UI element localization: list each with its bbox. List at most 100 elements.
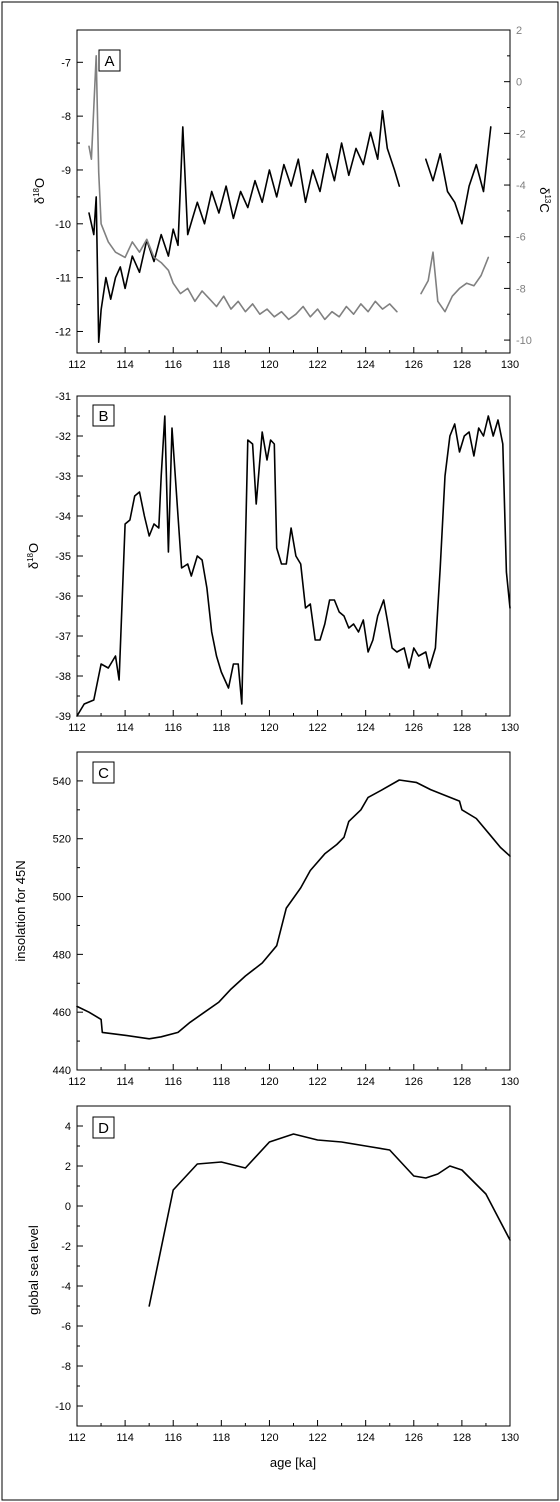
x-tick-label: 124 (356, 722, 374, 734)
x-tick-label: 118 (213, 1432, 231, 1444)
panel-c-letter: C (98, 765, 109, 782)
panel-b-letter: B (98, 408, 108, 425)
y-tick-label: -8 (61, 111, 71, 123)
panel-a-letter: A (104, 53, 114, 70)
panel-a-ylabel-right: δ13C (537, 187, 552, 213)
x-tick-label: 126 (405, 722, 423, 734)
x-tick-label: 116 (164, 359, 182, 371)
panel-a-series-1 (88, 110, 492, 343)
x-tick-label: 122 (308, 1432, 326, 1444)
x-tick-label: 112 (68, 722, 86, 734)
panel-a-letter-box (98, 49, 121, 72)
y-tick-label: -7 (61, 57, 71, 69)
x-tick-label: 112 (68, 359, 86, 371)
x-tick-label: 124 (356, 359, 374, 371)
x-tick-label: 120 (260, 1076, 278, 1088)
x-tick-label: 126 (405, 1432, 423, 1444)
y-tick-label: 2 (65, 1161, 71, 1173)
x-tick-label: 126 (405, 359, 423, 371)
x-tick-label: 112 (68, 1076, 86, 1088)
y-right-tick-label: -4 (516, 180, 526, 192)
y-tick-label: -37 (55, 631, 71, 643)
x-tick-label: 124 (356, 1432, 374, 1444)
y-tick-label: 520 (53, 834, 71, 846)
panel-c-x-axis: 112 114 116 118 120 122 124 126 128 130 (68, 1064, 519, 1088)
x-tick-label: 128 (453, 359, 471, 371)
x-tick-label: 122 (308, 1076, 326, 1088)
y-tick-label: -38 (55, 671, 71, 683)
y-tick-label: -2 (61, 1241, 71, 1253)
x-tick-label: 122 (308, 359, 326, 371)
y-tick-label: 460 (53, 1007, 71, 1019)
panel-a-series-group (88, 55, 492, 343)
y-tick-label: 500 (53, 892, 71, 904)
panel-d-frame (76, 1105, 511, 1427)
y-right-tick-label: -2 (516, 128, 526, 140)
x-tick-label: 130 (501, 1432, 519, 1444)
panel-c-letter-box (92, 761, 115, 784)
panel-d-xlabel: age [ka] (270, 1455, 316, 1470)
x-tick-label: 114 (116, 722, 134, 734)
x-tick-label: 116 (164, 1076, 182, 1088)
x-tick-label: 130 (501, 359, 519, 371)
x-tick-label: 118 (213, 1076, 231, 1088)
x-tick-label: 114 (116, 1432, 134, 1444)
x-tick-label: 120 (260, 722, 278, 734)
panel-b-series-group (76, 415, 511, 717)
x-tick-label: 120 (260, 359, 278, 371)
y-tick-label: -11 (56, 273, 71, 285)
panel-c-frame (76, 751, 511, 1071)
panel-b-letter-box (92, 404, 115, 427)
panel-a-y-axis-right: -10 -8 -6 -4 -2 0 2 (504, 25, 532, 347)
y-tick-label: -33 (55, 471, 71, 483)
x-tick-label: 128 (453, 722, 471, 734)
y-tick-label: -10 (55, 1401, 71, 1413)
y-tick-label: -4 (61, 1281, 71, 1293)
y-right-tick-label: 2 (516, 25, 522, 37)
x-tick-label: 130 (501, 722, 519, 734)
panel-c-series-group (76, 779, 511, 1040)
panel-b-series-1 (76, 415, 511, 717)
y-tick-label: -32 (55, 431, 71, 443)
x-tick-label: 116 (164, 722, 182, 734)
y-tick-label: 4 (65, 1121, 71, 1133)
panel-c-y-axis: 440 460 480 500 520 540 (53, 776, 83, 1077)
x-tick-label: 118 (213, 722, 231, 734)
y-tick-label: -39 (55, 711, 71, 723)
panel-b: B 112 114 116 118 120 122 124 126 128 130 -39 -38 -… (26, 391, 519, 734)
y-right-tick-label: -6 (516, 232, 526, 244)
panel-d-letter-box (92, 1116, 115, 1139)
y-tick-label: 540 (53, 776, 71, 788)
y-tick-label: -34 (55, 511, 71, 523)
x-tick-label: 126 (405, 1076, 423, 1088)
panel-a: A 112 114 116 118 120 122 124 126 128 130 -12 -11 -… (32, 25, 552, 371)
panel-d-letter: D (98, 1120, 109, 1137)
y-tick-label: -12 (55, 326, 71, 338)
x-tick-label: 120 (260, 1432, 278, 1444)
x-tick-label: 112 (68, 1432, 86, 1444)
y-tick-label: -36 (55, 591, 71, 603)
panel-d-y-axis: -10 -8 -6 -4 -2 0 2 4 (55, 1121, 83, 1413)
x-tick-label: 118 (213, 359, 231, 371)
x-tick-label: 128 (453, 1432, 471, 1444)
y-tick-label: -8 (61, 1361, 71, 1373)
panel-a-ylabel-left: δ18O (32, 178, 47, 204)
panel-d-series-1 (148, 1133, 511, 1307)
x-tick-label: 114 (116, 1076, 134, 1088)
panel-c-series-1 (76, 779, 511, 1040)
y-tick-label: -9 (61, 165, 71, 177)
x-tick-label: 124 (356, 1076, 374, 1088)
panel-d-ylabel: global sea level (26, 1225, 41, 1315)
y-tick-label: -10 (55, 219, 71, 231)
panel-a-series-2 (88, 55, 490, 321)
x-tick-label: 130 (501, 1076, 519, 1088)
x-tick-label: 128 (453, 1076, 471, 1088)
x-tick-label: 114 (116, 359, 134, 371)
panel-c-ylabel: insolation for 45N (13, 860, 28, 961)
panel-d-series-group (148, 1133, 511, 1307)
y-tick-label: 0 (65, 1201, 71, 1213)
panel-b-x-axis: 112 114 116 118 120 122 124 126 128 130 (68, 710, 519, 734)
x-tick-label: 122 (308, 722, 326, 734)
